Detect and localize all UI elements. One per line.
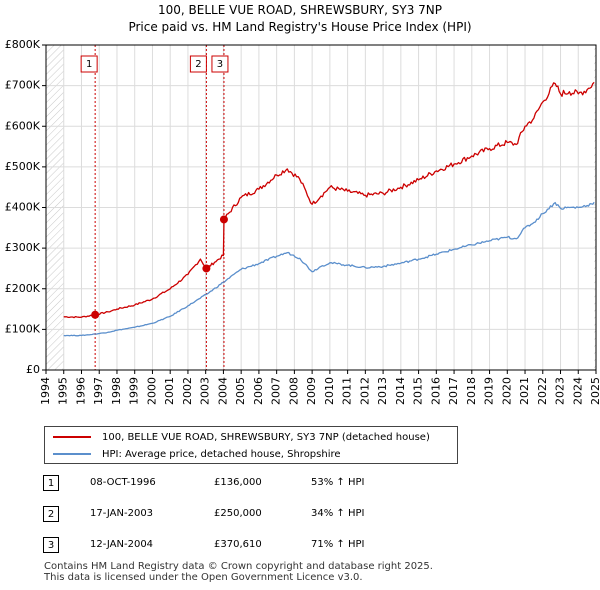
sale-label-box — [80, 55, 98, 73]
chart-title: 100, BELLE VUE ROAD, SHREWSBURY, SY3 7NP — [158, 3, 442, 17]
y-tick-label: £100K — [5, 322, 41, 335]
transaction-date: 08-OCT-1996 — [90, 477, 156, 488]
x-tick-label: 2006 — [252, 377, 265, 405]
legend-property-swatch — [53, 436, 91, 438]
x-tick-label: 2001 — [163, 377, 176, 405]
x-tick-label: 2018 — [465, 377, 478, 405]
x-tick-label: 2022 — [536, 377, 549, 405]
x-tick-label: 1999 — [128, 377, 141, 405]
sale-label: 1 — [86, 59, 92, 70]
x-tick-label: 2021 — [518, 377, 531, 405]
sale-label: 2 — [195, 59, 201, 70]
sale-label-box — [189, 55, 207, 73]
transaction-hpi: 53% ↑ HPI — [311, 477, 365, 488]
x-tick-label: 2023 — [554, 377, 567, 405]
x-tick-label: 2025 — [589, 377, 600, 405]
x-tick-label: 2002 — [181, 377, 194, 405]
x-tick-label: 1994 — [39, 377, 52, 405]
footer-licence: This data is licensed under the Open Gov… — [44, 572, 363, 583]
x-tick-label: 2011 — [341, 377, 354, 405]
hpi-line — [63, 201, 595, 337]
sale-label: 3 — [217, 59, 223, 70]
transaction-date: 12-JAN-2004 — [90, 539, 154, 550]
x-tick-label: 1995 — [57, 377, 70, 405]
legend-hpi-swatch — [53, 453, 91, 455]
footer-copyright: Contains HM Land Registry data © Crown c… — [44, 561, 433, 572]
x-tick-label: 1998 — [110, 377, 123, 405]
x-tick-label: 2005 — [234, 377, 247, 405]
chart-subtitle: Price paid vs. HM Land Registry's House … — [128, 20, 472, 34]
plot-frame — [45, 44, 597, 371]
y-tick-label: £800K — [5, 38, 41, 51]
y-tick-label: £400K — [5, 201, 41, 214]
y-tick-label: £200K — [5, 282, 41, 295]
transaction-marker: 3 — [43, 537, 59, 553]
x-tick-label: 2014 — [394, 377, 407, 405]
x-tick-label: 2004 — [216, 377, 229, 405]
x-tick-label: 1997 — [92, 377, 105, 405]
transaction-date: 17-JAN-2003 — [90, 508, 154, 519]
x-tick-label: 2000 — [145, 377, 158, 405]
x-tick-label: 2020 — [500, 377, 513, 405]
x-tick-label: 2013 — [376, 377, 389, 405]
x-tick-label: 2007 — [270, 377, 283, 405]
x-tick-label: 2008 — [287, 377, 300, 405]
sale-point — [91, 310, 100, 319]
price-chart: 1 2 3 1994 1995 1996 1997 1998 1999 2000 2001 2002… — [5, 38, 600, 405]
transaction-marker: 1 — [43, 475, 59, 491]
x-tick-label: 2003 — [199, 377, 212, 405]
property-price-line — [63, 81, 595, 319]
transaction-hpi: 34% ↑ HPI — [311, 508, 365, 519]
y-tick-label: £300K — [5, 241, 41, 254]
sale-point — [219, 215, 228, 224]
transaction-marker: 2 — [43, 506, 59, 522]
sale-label-box — [211, 55, 229, 73]
y-tick-label: £500K — [5, 160, 41, 173]
transaction-price: £136,000 — [214, 477, 262, 488]
transaction-hpi: 71% ↑ HPI — [311, 539, 365, 550]
y-tick-label: £700K — [5, 79, 41, 92]
x-tick-label: 2015 — [412, 377, 425, 405]
transaction-price: £250,000 — [214, 508, 262, 519]
x-tick-label: 2012 — [358, 377, 371, 405]
x-tick-label: 2010 — [323, 377, 336, 405]
transaction-price: £370,610 — [214, 539, 262, 550]
x-tick-label: 1996 — [74, 377, 87, 405]
chart-legend: 100, BELLE VUE ROAD, SHREWSBURY, SY3 7NP… — [44, 426, 458, 464]
x-tick-label: 2016 — [429, 377, 442, 405]
x-tick-label: 2009 — [305, 377, 318, 405]
x-tick-label: 2024 — [571, 377, 584, 405]
legend-property-label: 100, BELLE VUE ROAD, SHREWSBURY, SY3 7NP… — [102, 431, 430, 443]
y-tick-label: £600K — [5, 119, 41, 132]
x-tick-label: 2017 — [447, 377, 460, 405]
legend-hpi-label: HPI: Average price, detached house, Shro… — [102, 448, 341, 460]
sale-point — [202, 264, 211, 273]
y-tick-label: £0 — [26, 363, 40, 376]
legend-entry-hpi: HPI: Average price, detached house, Shro… — [53, 446, 341, 462]
legend-entry-property: 100, BELLE VUE ROAD, SHREWSBURY, SY3 7NP… — [53, 429, 430, 445]
x-tick-label: 2019 — [483, 377, 496, 405]
